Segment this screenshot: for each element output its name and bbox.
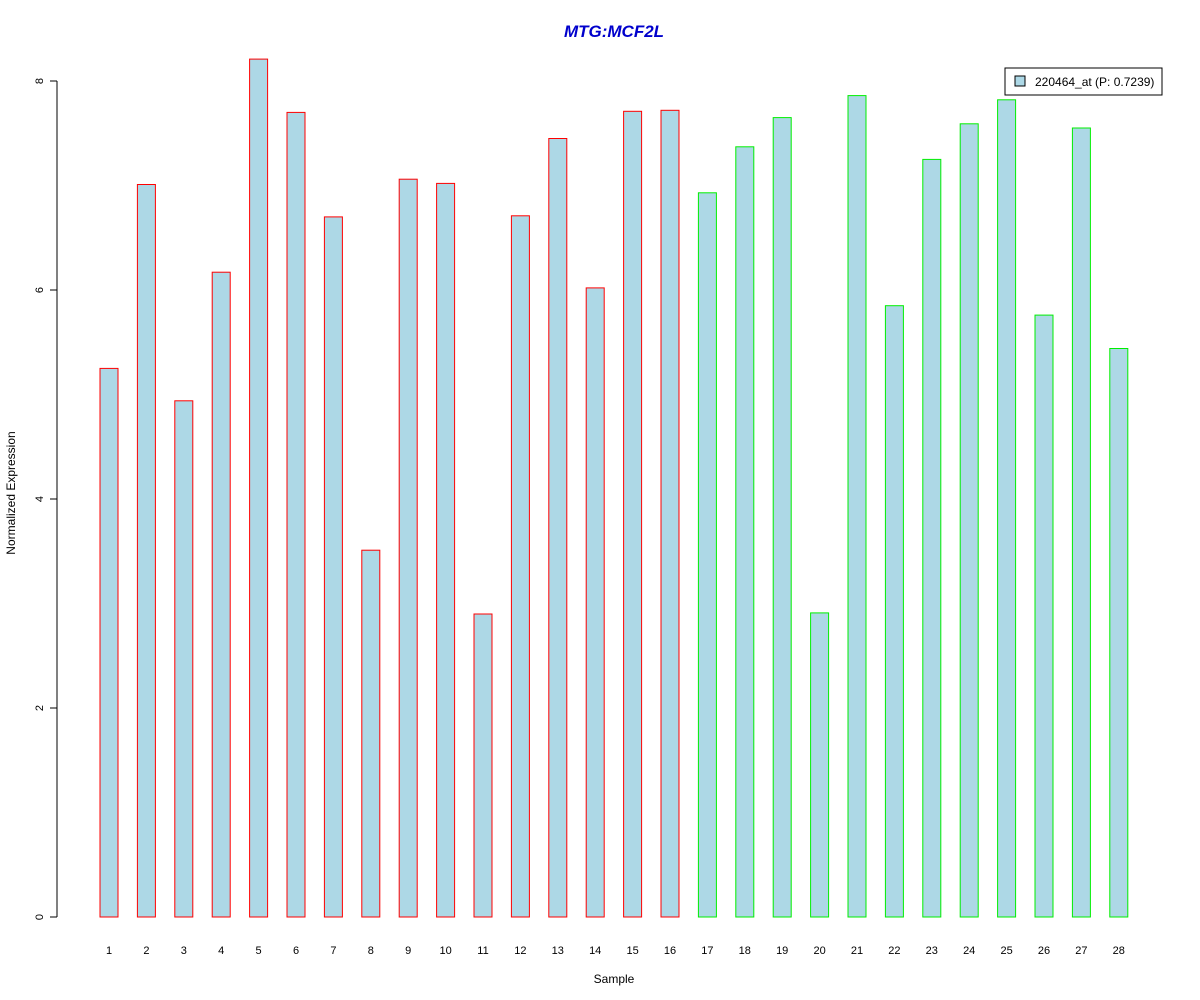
legend-box xyxy=(1004,67,1163,96)
x-tick-labels: 1 2 3 4 5 6 7 8 9 10 11 12 13 14 15 16 17 18 19 20 21 22 23 24 2… xyxy=(106,945,1125,957)
x-tick-label: 20 xyxy=(813,945,825,957)
bar-sample-9 xyxy=(398,178,418,918)
bar-sample-8 xyxy=(361,549,381,918)
bar-sample-19 xyxy=(772,117,792,918)
x-tick-label: 3 xyxy=(181,945,187,957)
bar-sample-13 xyxy=(548,138,568,918)
legend-swatch xyxy=(1014,75,1026,87)
x-tick-label: 25 xyxy=(1000,945,1012,957)
x-tick-label: 19 xyxy=(776,945,788,957)
bar-sample-24 xyxy=(959,123,979,918)
legend: 220464_at (P: 0.7239) xyxy=(1004,67,1163,96)
x-tick-label: 12 xyxy=(514,945,526,957)
x-tick-label: 23 xyxy=(926,945,938,957)
x-tick-label: 15 xyxy=(626,945,638,957)
bar-sample-6 xyxy=(286,111,306,918)
x-axis-label: Sample xyxy=(594,972,635,986)
bar-sample-14 xyxy=(585,287,605,918)
x-tick-label: 24 xyxy=(963,945,975,957)
y-tick-label: 6 xyxy=(34,287,46,293)
bar-sample-4 xyxy=(211,271,231,918)
x-tick-label: 14 xyxy=(589,945,601,957)
bar-sample-22 xyxy=(884,305,904,918)
bar-sample-23 xyxy=(922,158,942,918)
x-tick-label: 2 xyxy=(143,945,149,957)
bar-sample-16 xyxy=(660,109,680,918)
x-tick-label: 8 xyxy=(368,945,374,957)
bar-sample-25 xyxy=(997,99,1017,918)
bar-sample-26 xyxy=(1034,314,1054,918)
x-tick-label: 28 xyxy=(1113,945,1125,957)
x-tick-label: 16 xyxy=(664,945,676,957)
x-tick-label: 9 xyxy=(405,945,411,957)
x-tick-label: 21 xyxy=(851,945,863,957)
x-tick-label: 11 xyxy=(477,945,488,957)
x-tick-label: 13 xyxy=(552,945,564,957)
y-tick-label: 8 xyxy=(34,78,46,84)
x-tick-label: 1 xyxy=(106,945,112,957)
x-tick-label: 4 xyxy=(218,945,224,957)
bar-sample-10 xyxy=(436,182,456,918)
bar-sample-21 xyxy=(847,95,867,918)
y-tick-label: 4 xyxy=(34,496,46,502)
bar-sample-18 xyxy=(735,146,755,918)
x-tick-label: 5 xyxy=(256,945,262,957)
bar-sample-3 xyxy=(174,400,194,918)
x-tick-label: 7 xyxy=(330,945,336,957)
bar-sample-5 xyxy=(249,58,269,918)
bar-sample-11 xyxy=(473,613,493,918)
legend-label: 220464_at (P: 0.7239) xyxy=(1035,75,1154,89)
bar-sample-2 xyxy=(136,184,156,918)
bar-sample-17 xyxy=(697,192,717,918)
y-axis: 0 2 4 6 8 xyxy=(34,78,58,920)
bar-sample-15 xyxy=(623,110,643,918)
x-tick-label: 6 xyxy=(293,945,299,957)
bar-sample-7 xyxy=(323,216,343,918)
x-tick-label: 22 xyxy=(888,945,900,957)
bar-sample-12 xyxy=(510,215,530,918)
bars-group xyxy=(99,58,1129,918)
bar-sample-20 xyxy=(810,612,830,918)
x-tick-label: 17 xyxy=(701,945,713,957)
x-tick-label: 27 xyxy=(1075,945,1087,957)
bar-sample-28 xyxy=(1109,348,1129,918)
x-tick-label: 26 xyxy=(1038,945,1050,957)
x-tick-label: 10 xyxy=(439,945,451,957)
y-tick-label: 0 xyxy=(34,914,46,920)
bar-sample-1 xyxy=(99,367,119,918)
y-axis-label: Normalized Expression xyxy=(4,431,18,554)
y-tick-label: 2 xyxy=(34,705,46,711)
bar-sample-27 xyxy=(1071,127,1091,918)
chart-title: MTG:MCF2L xyxy=(564,22,664,41)
x-tick-label: 18 xyxy=(739,945,751,957)
